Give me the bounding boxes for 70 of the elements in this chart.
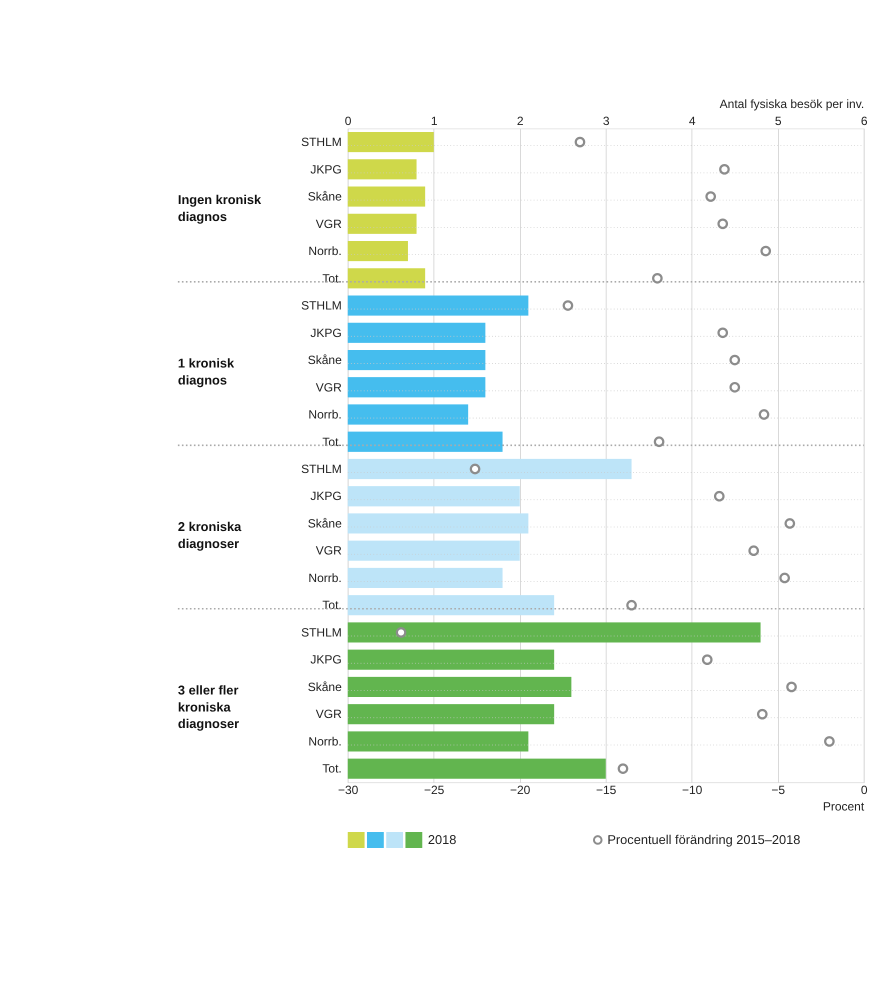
- y-tick-label: STHLM: [301, 462, 342, 476]
- x-tick-label: −25: [424, 782, 445, 797]
- text: 2 kroniska diagnoser: [178, 519, 242, 551]
- y-tick-label: Tot.: [322, 598, 342, 612]
- point: [748, 545, 760, 556]
- point: [756, 708, 768, 720]
- y-tick-label: Tot.: [322, 434, 342, 449]
- point: [784, 518, 796, 529]
- x2-tick-label: 3: [602, 114, 610, 128]
- x-tick-label: −5: [771, 782, 786, 797]
- point: [758, 409, 770, 420]
- y-tick-label: STHLM: [301, 298, 342, 313]
- point: [702, 654, 713, 666]
- y-tick-label: VGR: [316, 544, 342, 558]
- point: [729, 382, 740, 393]
- y-tick-label: Norrb.: [308, 570, 342, 585]
- text: 3 eller fler kroniska diagnoser: [178, 682, 240, 732]
- y-tick-label: JKPG: [310, 162, 342, 176]
- point: [562, 300, 574, 311]
- x-tick-label: −15: [596, 782, 617, 797]
- point: [574, 136, 586, 148]
- point: [618, 763, 628, 774]
- point: [786, 682, 797, 692]
- y-tick-label: Skåne: [308, 190, 342, 204]
- y-tick-label: VGR: [316, 707, 342, 722]
- text: Ingen kronisk diagnos: [178, 192, 262, 224]
- x2-tick-label: 5: [774, 114, 782, 128]
- point: [729, 354, 740, 366]
- x2-tick-label: 4: [688, 114, 696, 128]
- x-tick-label: −20: [510, 782, 531, 797]
- point: [470, 464, 480, 474]
- legend-label: 2018: [428, 832, 456, 847]
- point: [705, 191, 716, 202]
- y-tick-label: Tot.: [322, 271, 342, 286]
- point: [654, 436, 664, 448]
- legend-label: Procentuell förändring 2015–2018: [607, 832, 800, 847]
- x-tick-label: −10: [682, 782, 703, 797]
- y-tick-label: JKPG: [310, 652, 342, 667]
- x2-tick-label: 0: [344, 114, 352, 128]
- point: [652, 272, 663, 284]
- point: [396, 627, 406, 638]
- point: [714, 490, 725, 502]
- y-tick-label: STHLM: [301, 135, 342, 150]
- x2-axis-title: Antal fysiska besök per inv.: [720, 97, 864, 112]
- y-tick-label: Tot.: [322, 762, 342, 776]
- y-tick-label: Skåne: [308, 680, 342, 694]
- point: [824, 736, 835, 747]
- x-tick-label: −30: [338, 782, 359, 797]
- x-tick-label: 0: [860, 782, 868, 797]
- y-tick-label: Skåne: [308, 516, 342, 530]
- y-tick-label: STHLM: [301, 625, 342, 640]
- point: [717, 327, 728, 338]
- x-axis-title: Procent: [822, 800, 865, 814]
- point: [760, 246, 772, 256]
- y-tick-label: JKPG: [310, 326, 342, 340]
- x2-tick-label: 6: [860, 114, 868, 128]
- y-tick-label: Skåne: [308, 353, 342, 368]
- y-tick-label: Norrb.: [308, 244, 342, 258]
- y-tick-label: Norrb.: [308, 734, 342, 748]
- text: 1 kronisk diagnos: [178, 356, 236, 388]
- y-tick-label: VGR: [316, 380, 342, 394]
- point: [719, 164, 730, 175]
- point: [626, 600, 637, 611]
- y-tick-label: VGR: [316, 216, 342, 231]
- point: [779, 572, 790, 584]
- x2-tick-label: 2: [516, 114, 524, 128]
- y-tick-label: JKPG: [310, 489, 342, 504]
- y-tick-label: Norrb.: [308, 408, 342, 422]
- x2-tick-label: 1: [430, 114, 438, 128]
- point: [717, 218, 728, 230]
